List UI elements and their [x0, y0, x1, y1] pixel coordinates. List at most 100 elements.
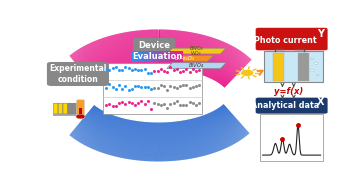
- Point: [110, 105, 115, 108]
- Point: [132, 104, 138, 107]
- FancyBboxPatch shape: [58, 103, 63, 114]
- Point: [151, 87, 157, 90]
- Point: [161, 85, 167, 88]
- Point: [142, 68, 147, 71]
- FancyBboxPatch shape: [136, 51, 139, 62]
- Point: [151, 69, 157, 72]
- FancyBboxPatch shape: [159, 51, 162, 62]
- Point: [103, 103, 109, 106]
- Circle shape: [311, 58, 313, 60]
- FancyBboxPatch shape: [260, 114, 323, 161]
- Point: [132, 85, 138, 88]
- Point: [151, 101, 157, 104]
- Point: [155, 86, 161, 89]
- Point: [187, 70, 193, 73]
- Point: [174, 87, 180, 90]
- Point: [139, 85, 145, 88]
- Point: [123, 103, 128, 106]
- FancyBboxPatch shape: [175, 51, 178, 62]
- Point: [142, 85, 147, 88]
- FancyBboxPatch shape: [68, 103, 72, 114]
- Point: [139, 69, 145, 72]
- Point: [103, 86, 109, 89]
- FancyBboxPatch shape: [149, 51, 152, 62]
- Text: X: X: [317, 97, 324, 107]
- FancyBboxPatch shape: [256, 98, 328, 114]
- FancyBboxPatch shape: [134, 51, 137, 62]
- Point: [126, 101, 131, 104]
- Point: [123, 85, 128, 88]
- Point: [167, 66, 173, 69]
- Point: [164, 88, 170, 91]
- FancyBboxPatch shape: [273, 53, 284, 81]
- Point: [113, 87, 119, 90]
- Point: [174, 100, 180, 103]
- Point: [196, 69, 202, 72]
- Text: Experimental
condition: Experimental condition: [49, 64, 107, 84]
- Point: [116, 101, 122, 104]
- Point: [110, 85, 115, 88]
- Point: [180, 104, 186, 107]
- Point: [167, 85, 173, 88]
- Point: [187, 101, 193, 104]
- Circle shape: [316, 74, 319, 76]
- Circle shape: [76, 114, 85, 119]
- FancyBboxPatch shape: [79, 108, 82, 117]
- FancyBboxPatch shape: [133, 38, 175, 54]
- Point: [145, 86, 151, 89]
- Point: [155, 102, 161, 105]
- Text: α-Fe₂O₃: α-Fe₂O₃: [175, 56, 195, 61]
- Point: [110, 67, 115, 70]
- Point: [174, 68, 180, 71]
- FancyBboxPatch shape: [177, 51, 180, 62]
- Polygon shape: [167, 48, 226, 54]
- Point: [180, 84, 186, 87]
- Text: BiVO₄: BiVO₄: [189, 63, 204, 68]
- Point: [103, 67, 109, 70]
- Point: [145, 71, 151, 74]
- FancyBboxPatch shape: [147, 51, 150, 62]
- Point: [135, 102, 141, 105]
- Point: [129, 88, 135, 91]
- Circle shape: [314, 63, 318, 64]
- FancyBboxPatch shape: [256, 28, 328, 50]
- FancyBboxPatch shape: [170, 51, 173, 62]
- FancyBboxPatch shape: [139, 51, 142, 62]
- FancyBboxPatch shape: [76, 100, 84, 118]
- Point: [132, 67, 138, 70]
- Point: [106, 68, 112, 71]
- Point: [187, 87, 193, 90]
- Point: [126, 89, 131, 92]
- Circle shape: [241, 70, 253, 76]
- FancyBboxPatch shape: [180, 51, 183, 62]
- Point: [190, 102, 196, 105]
- Point: [171, 68, 177, 71]
- FancyBboxPatch shape: [52, 114, 78, 116]
- Point: [183, 84, 189, 87]
- Point: [106, 82, 112, 85]
- FancyBboxPatch shape: [264, 51, 323, 82]
- Point: [106, 103, 112, 106]
- Point: [183, 103, 189, 106]
- Point: [148, 71, 154, 74]
- Point: [167, 103, 173, 106]
- Circle shape: [310, 70, 314, 72]
- Point: [139, 100, 145, 103]
- Point: [116, 84, 122, 87]
- Point: [123, 65, 128, 68]
- Point: [193, 103, 199, 106]
- Point: [171, 86, 177, 89]
- FancyBboxPatch shape: [54, 103, 58, 114]
- Point: [177, 70, 183, 74]
- Point: [142, 103, 147, 106]
- Point: [180, 69, 186, 72]
- Point: [193, 85, 199, 88]
- Point: [119, 68, 125, 71]
- Point: [148, 88, 154, 91]
- FancyBboxPatch shape: [63, 103, 67, 114]
- Point: [177, 84, 183, 87]
- Point: [148, 107, 154, 110]
- Point: [164, 70, 170, 74]
- Text: Photo current: Photo current: [254, 36, 317, 45]
- Point: [196, 84, 202, 87]
